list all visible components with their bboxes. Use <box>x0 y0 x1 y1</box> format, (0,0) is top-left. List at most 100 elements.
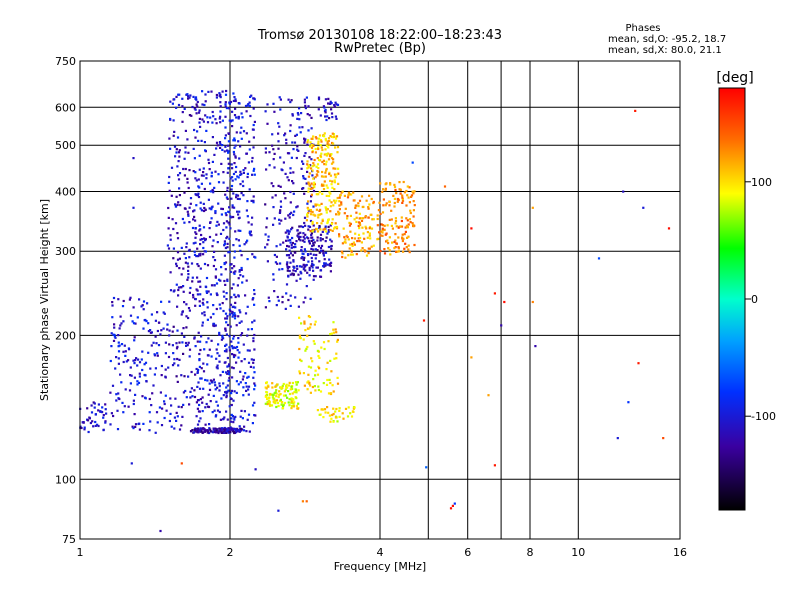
echo-point <box>308 266 311 269</box>
echo-point <box>311 236 314 239</box>
echo-point <box>204 378 207 382</box>
echo-point <box>348 247 351 250</box>
echo-point <box>246 334 249 337</box>
echo-point <box>244 104 248 108</box>
echo-point <box>213 186 216 189</box>
echo-point <box>254 414 257 417</box>
echo-point <box>141 350 144 353</box>
echo-point <box>312 340 315 343</box>
echo-point <box>322 382 325 385</box>
echo-point <box>222 431 225 434</box>
echo-point <box>128 389 132 392</box>
echo-point <box>234 428 237 431</box>
echo-point <box>215 96 218 99</box>
echo-point <box>189 396 192 399</box>
echo-point <box>330 162 334 165</box>
echo-point <box>190 262 194 265</box>
echo-point <box>201 238 204 241</box>
echo-point <box>325 144 329 147</box>
echo-point <box>283 192 286 195</box>
echo-point <box>213 250 216 253</box>
echo-point <box>271 382 274 385</box>
echo-point <box>321 218 324 221</box>
echo-point <box>195 193 198 196</box>
echo-point <box>325 236 328 239</box>
echo-point <box>327 245 330 249</box>
echo-point <box>300 225 303 228</box>
echo-point <box>122 350 125 353</box>
echo-point <box>368 225 372 229</box>
echo-point <box>208 235 212 239</box>
echo-point <box>133 362 136 365</box>
echo-point <box>303 141 306 144</box>
echo-point <box>310 213 313 216</box>
echo-point <box>196 385 199 388</box>
echo-point <box>324 163 328 166</box>
echo-point <box>310 247 313 250</box>
echo-point <box>114 367 117 370</box>
echo-point <box>231 267 234 270</box>
echo-point <box>222 394 225 397</box>
echo-point <box>203 141 206 144</box>
echo-point <box>181 310 184 313</box>
echo-point <box>163 402 166 406</box>
echo-point <box>215 292 218 295</box>
echo-point <box>272 185 275 188</box>
echo-point <box>308 164 311 167</box>
echo-point <box>325 118 328 122</box>
echo-point <box>214 276 217 279</box>
echo-point <box>309 187 312 190</box>
echo-point <box>177 405 180 408</box>
echo-point <box>281 406 285 410</box>
echo-point <box>314 374 317 377</box>
echo-point <box>338 208 341 211</box>
echo-point <box>149 420 152 423</box>
echo-point <box>229 303 233 306</box>
echo-point <box>214 210 217 213</box>
echo-point <box>233 265 236 268</box>
echo-point <box>318 209 321 212</box>
echo-point <box>306 206 309 209</box>
echo-point <box>267 235 270 238</box>
echo-point <box>327 225 330 228</box>
echo-point <box>316 409 319 412</box>
echo-point <box>334 222 337 225</box>
echo-point <box>241 116 244 119</box>
echo-point <box>253 382 256 385</box>
echo-point <box>225 317 229 320</box>
echo-point <box>146 302 149 305</box>
echo-point <box>319 247 323 250</box>
echo-point <box>177 178 181 181</box>
echo-point <box>295 383 298 386</box>
echo-point <box>383 224 386 227</box>
echo-point <box>363 237 366 240</box>
echo-point <box>225 321 228 324</box>
echo-point <box>372 218 375 221</box>
echo-point <box>333 227 336 230</box>
echo-point <box>209 379 212 382</box>
echo-point <box>232 335 236 338</box>
echo-point <box>239 183 242 186</box>
echo-point <box>287 239 290 242</box>
colorbar-tick-label: -100 <box>751 410 776 423</box>
echo-point <box>96 423 99 426</box>
echo-point <box>290 246 293 249</box>
echo-point <box>312 205 315 208</box>
echo-point <box>406 226 409 229</box>
echo-point <box>241 378 244 381</box>
echo-point <box>404 230 407 233</box>
echo-point <box>290 400 293 403</box>
echo-point <box>298 107 301 110</box>
echo-point <box>367 247 370 250</box>
echo-point <box>207 354 210 357</box>
echo-point <box>218 354 221 357</box>
echo-point <box>314 369 317 372</box>
echo-point <box>184 146 187 149</box>
echo-point <box>273 152 276 155</box>
echo-point <box>113 323 116 326</box>
echo-point <box>176 258 180 261</box>
echo-point <box>323 132 326 135</box>
echo-point <box>182 290 185 293</box>
echo-point <box>308 274 311 277</box>
